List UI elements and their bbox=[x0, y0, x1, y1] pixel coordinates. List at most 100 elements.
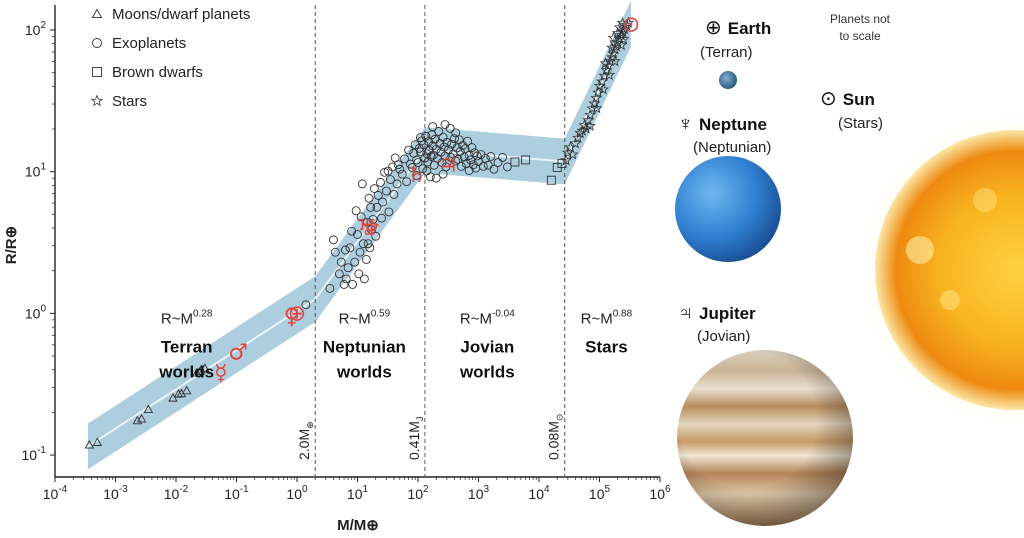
star-point bbox=[590, 102, 603, 114]
star-point bbox=[580, 122, 592, 134]
y-tick-label-3: 102 bbox=[25, 20, 47, 38]
legend-marker-circle bbox=[92, 38, 102, 48]
circle-point bbox=[384, 207, 394, 217]
triangle-point bbox=[84, 439, 95, 449]
circle-point bbox=[426, 152, 436, 161]
circle-point bbox=[355, 247, 365, 257]
legend: Moons/dwarf planets Exoplanets Brown dwarf… bbox=[90, 6, 250, 110]
circle-point bbox=[358, 239, 368, 249]
circle-point bbox=[334, 269, 344, 279]
circle-point bbox=[359, 274, 369, 284]
star-point bbox=[617, 33, 630, 45]
region-name-3: Stars bbox=[585, 337, 628, 356]
region-labels: R~M0.28 Terran worlds R~M0.59 Neptunian world… bbox=[158, 308, 632, 381]
region-name2-2: worlds bbox=[459, 362, 515, 381]
region-relation-0: R~M0.28 bbox=[161, 308, 213, 327]
solar-marker-venus: ♀ bbox=[284, 305, 300, 330]
circle-point bbox=[416, 133, 425, 143]
circle-point bbox=[395, 164, 405, 174]
star-point bbox=[584, 119, 597, 131]
solar-marker-uranus: ♅ bbox=[357, 216, 377, 241]
triangle-point bbox=[181, 385, 192, 395]
circle-point bbox=[419, 140, 429, 150]
axis-ticks: 10-4 10-3 10-2 10-1 100 101 102 103 104 105 106 10-… bbox=[22, 20, 671, 502]
circle-point bbox=[356, 212, 366, 222]
circle-point bbox=[368, 214, 378, 224]
star-point bbox=[582, 114, 594, 126]
boundary-label-1: 0.41MJ bbox=[406, 417, 425, 460]
triangle-point bbox=[136, 413, 147, 423]
circle-point bbox=[373, 190, 383, 200]
circle-point bbox=[413, 158, 423, 167]
circle-point bbox=[328, 235, 338, 245]
circle-point bbox=[470, 148, 479, 158]
circle-point bbox=[400, 154, 410, 164]
circle-point bbox=[397, 169, 407, 179]
circle-point bbox=[377, 213, 387, 223]
region-name-0: Terran bbox=[161, 337, 213, 356]
circle-point bbox=[451, 128, 461, 138]
circle-point bbox=[365, 243, 375, 253]
fit-band-area bbox=[87, 1, 631, 470]
region-name2-1: worlds bbox=[336, 362, 392, 381]
region-boundaries: 2.0M⊕ 0.41MJ 0.08M⊙ bbox=[296, 5, 566, 477]
star-point bbox=[569, 137, 582, 149]
star-point bbox=[599, 57, 612, 69]
circle-point bbox=[421, 131, 431, 141]
square-point bbox=[510, 157, 520, 167]
region-relation-3: R~M0.88 bbox=[581, 308, 633, 327]
x-axis-title: M/M⊕ bbox=[337, 517, 379, 534]
star-point bbox=[607, 47, 620, 59]
circle-point bbox=[330, 247, 340, 257]
region-name-1: Neptunian bbox=[323, 337, 406, 356]
solar-marker-mercury: ☿ bbox=[214, 361, 228, 386]
circle-point bbox=[348, 279, 358, 289]
x-tick-label-8: 104 bbox=[528, 484, 550, 502]
y-tick-label-2: 101 bbox=[25, 162, 47, 180]
circle-point bbox=[451, 156, 461, 166]
circle-point bbox=[378, 197, 388, 207]
star-point bbox=[615, 39, 628, 51]
circle-point bbox=[402, 177, 412, 187]
circle-point bbox=[363, 239, 373, 249]
circle-point bbox=[392, 179, 402, 189]
jupiter-illustration bbox=[677, 350, 853, 526]
circle-point bbox=[339, 279, 349, 289]
legend-label-triangle: Moons/dwarf planets bbox=[112, 6, 250, 23]
legend-marker-triangle bbox=[91, 8, 103, 19]
star-point bbox=[590, 92, 603, 104]
circle-point bbox=[431, 173, 441, 183]
circle-point bbox=[478, 161, 488, 171]
circle-point bbox=[366, 225, 376, 235]
circle-point bbox=[345, 243, 355, 253]
y-tick-label-0: 10-1 bbox=[22, 445, 47, 463]
sun-illustration bbox=[855, 110, 1024, 430]
circle-point bbox=[385, 175, 395, 184]
star-point bbox=[616, 16, 629, 28]
circle-point bbox=[502, 162, 512, 172]
y-tick-label-1: 100 bbox=[25, 303, 47, 321]
circle-point bbox=[438, 169, 448, 179]
circle-point bbox=[428, 122, 438, 132]
circle-point bbox=[301, 300, 311, 310]
circle-point bbox=[369, 184, 379, 193]
triangle-point bbox=[132, 415, 143, 425]
circle-point bbox=[389, 190, 399, 199]
circle-point bbox=[340, 245, 350, 255]
legend-marker-star bbox=[90, 94, 104, 107]
star-point bbox=[607, 31, 620, 43]
star-point bbox=[609, 55, 621, 67]
solar-marker-jupiter: ♃ bbox=[439, 153, 459, 178]
circle-point bbox=[357, 179, 367, 189]
region-relation-2: R~M-0.04 bbox=[460, 308, 515, 327]
circle-point bbox=[449, 134, 459, 144]
square-point bbox=[546, 175, 556, 185]
legend-label-square: Brown dwarfs bbox=[112, 64, 203, 81]
sun-label: ⊙ Sun bbox=[820, 88, 875, 110]
circle-point bbox=[472, 151, 482, 161]
neptune-illustration bbox=[675, 156, 781, 262]
solar-marker-earth: ⊕ bbox=[288, 301, 306, 326]
region-name2-0: worlds bbox=[158, 362, 214, 381]
star-point bbox=[566, 148, 579, 160]
circle-point bbox=[325, 283, 335, 293]
